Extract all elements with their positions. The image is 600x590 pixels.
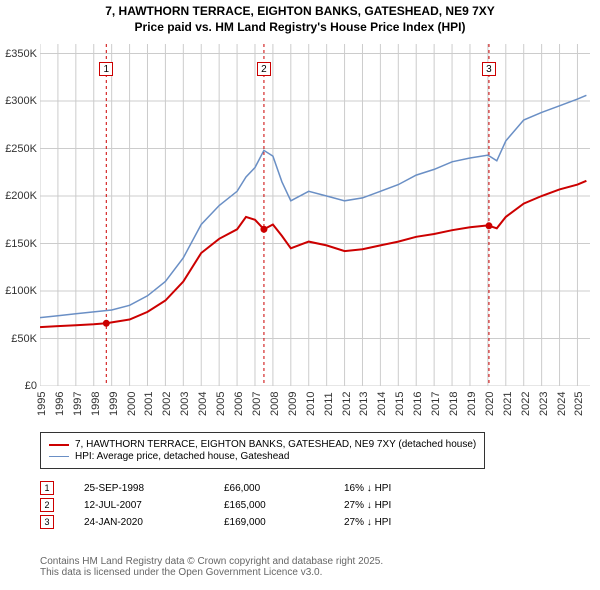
x-tick-label: 2019 (466, 392, 478, 416)
x-tick-label: 2010 (305, 392, 317, 416)
event-marker-icon: 3 (40, 515, 54, 529)
chart-title: 7, HAWTHORN TERRACE, EIGHTON BANKS, GATE… (0, 4, 600, 35)
y-tick-label: £50K (11, 333, 37, 345)
event-marker-3: 3 (482, 62, 496, 76)
x-tick-label: 2004 (197, 392, 209, 416)
x-tick-label: 2000 (126, 392, 138, 416)
event-row: 2 12-JUL-2007 £165,000 27% ↓ HPI (40, 498, 421, 512)
x-tick-label: 1995 (36, 392, 48, 416)
y-tick-label: £300K (5, 95, 37, 107)
events-table: 1 25-SEP-1998 £66,000 16% ↓ HPI 2 12-JUL… (40, 478, 421, 532)
x-tick-label: 1997 (72, 392, 84, 416)
event-marker-2: 2 (257, 62, 271, 76)
y-tick-label: £250K (5, 143, 37, 155)
legend-box: 7, HAWTHORN TERRACE, EIGHTON BANKS, GATE… (40, 432, 485, 469)
event-price: £169,000 (224, 517, 314, 528)
event-marker-icon: 1 (40, 481, 54, 495)
y-tick-label: £200K (5, 190, 37, 202)
x-tick-label: 2014 (376, 392, 388, 416)
event-marker-1: 1 (99, 62, 113, 76)
x-tick-label: 2025 (573, 392, 585, 416)
event-marker-icon: 2 (40, 498, 54, 512)
footer-line2: This data is licensed under the Open Gov… (40, 567, 383, 578)
event-delta: 27% ↓ HPI (344, 500, 391, 511)
x-tick-label: 2003 (179, 392, 191, 416)
legend-row: HPI: Average price, detached house, Gate… (49, 451, 476, 462)
event-date: 24-JAN-2020 (84, 517, 194, 528)
x-tick-label: 2013 (358, 392, 370, 416)
x-tick-label: 2001 (143, 392, 155, 416)
legend-swatch (49, 456, 69, 458)
legend-label: 7, HAWTHORN TERRACE, EIGHTON BANKS, GATE… (75, 439, 476, 450)
event-row: 3 24-JAN-2020 £169,000 27% ↓ HPI (40, 515, 421, 529)
x-tick-label: 1999 (108, 392, 120, 416)
y-tick-label: £0 (25, 380, 37, 392)
x-tick-label: 2024 (556, 392, 568, 416)
legend-label: HPI: Average price, detached house, Gate… (75, 451, 289, 462)
x-tick-label: 2018 (448, 392, 460, 416)
event-price: £165,000 (224, 500, 314, 511)
x-tick-label: 2017 (430, 392, 442, 416)
x-tick-label: 2020 (484, 392, 496, 416)
x-tick-label: 2002 (161, 392, 173, 416)
footer-attribution: Contains HM Land Registry data © Crown c… (40, 556, 383, 578)
x-tick-label: 2021 (502, 392, 514, 416)
event-row: 1 25-SEP-1998 £66,000 16% ↓ HPI (40, 481, 421, 495)
event-delta: 27% ↓ HPI (344, 517, 391, 528)
legend-swatch (49, 444, 69, 446)
x-tick-label: 2007 (251, 392, 263, 416)
x-tick-label: 2023 (538, 392, 550, 416)
x-tick-label: 2011 (323, 392, 335, 416)
x-tick-label: 2022 (520, 392, 532, 416)
y-tick-label: £100K (5, 285, 37, 297)
event-date: 12-JUL-2007 (84, 500, 194, 511)
x-tick-label: 2012 (341, 392, 353, 416)
x-tick-label: 2008 (269, 392, 281, 416)
event-delta: 16% ↓ HPI (344, 483, 391, 494)
footer-line1: Contains HM Land Registry data © Crown c… (40, 556, 383, 567)
title-line1: 7, HAWTHORN TERRACE, EIGHTON BANKS, GATE… (0, 4, 600, 20)
event-date: 25-SEP-1998 (84, 483, 194, 494)
event-price: £66,000 (224, 483, 314, 494)
x-tick-label: 2005 (215, 392, 227, 416)
x-tick-label: 2006 (233, 392, 245, 416)
x-tick-label: 2016 (412, 392, 424, 416)
legend-row: 7, HAWTHORN TERRACE, EIGHTON BANKS, GATE… (49, 439, 476, 450)
y-tick-label: £150K (5, 238, 37, 250)
x-tick-label: 2009 (287, 392, 299, 416)
x-tick-label: 2015 (394, 392, 406, 416)
x-tick-label: 1996 (54, 392, 66, 416)
x-tick-label: 1998 (90, 392, 102, 416)
plot-area (40, 44, 590, 386)
y-tick-label: £350K (5, 48, 37, 60)
title-line2: Price paid vs. HM Land Registry's House … (0, 20, 600, 36)
